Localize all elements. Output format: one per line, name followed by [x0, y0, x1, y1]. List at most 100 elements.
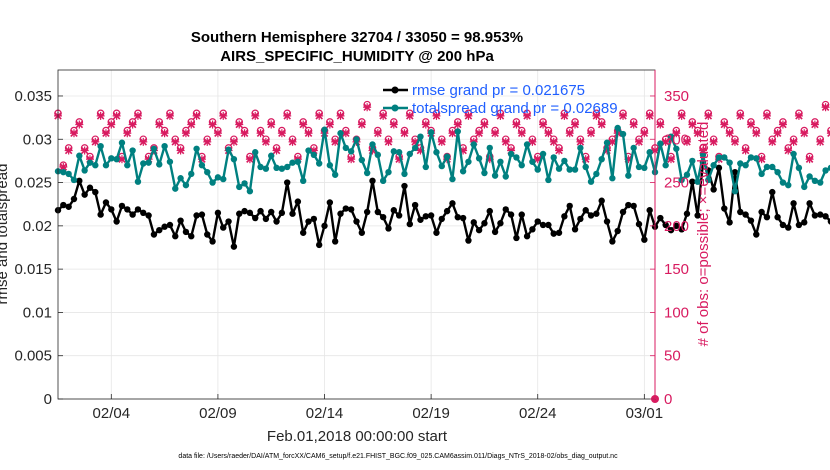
obs-evaluated-marker	[64, 146, 73, 155]
rmse-point	[422, 213, 429, 220]
obs-evaluated-marker	[682, 137, 691, 146]
obs-evaluated-marker	[640, 129, 649, 138]
footer-data-file: data file: /Users/raeder/DAI/ATM_forcXX/…	[178, 453, 618, 460]
rmse-point	[475, 226, 483, 234]
rmse-point	[449, 200, 456, 207]
rmse-point	[379, 213, 387, 221]
rmse-point	[470, 219, 477, 226]
totalspread-point	[150, 145, 158, 152]
obs-evaluated-marker	[677, 111, 686, 120]
rmse-point	[507, 211, 515, 218]
totalspread-point	[545, 176, 552, 184]
rmse-point	[545, 221, 552, 229]
totalspread-point	[731, 188, 739, 195]
rmse-point	[353, 218, 360, 225]
rmse-point	[694, 212, 701, 219]
rmse-point	[299, 229, 307, 236]
obs-evaluated-marker	[325, 120, 334, 129]
totalspread-point	[337, 130, 344, 137]
obs-evaluated-marker	[357, 120, 366, 129]
totalspread-point	[220, 175, 227, 183]
rmse-point	[129, 211, 136, 218]
totalspread-point	[262, 165, 270, 172]
totalspread-point	[614, 124, 621, 132]
obs-evaluated-marker	[235, 120, 244, 129]
rmse-point	[513, 234, 520, 242]
rmse-point	[369, 177, 376, 185]
totalspread-point	[481, 169, 488, 177]
y-right-tick-label: 350	[664, 88, 689, 105]
obs-evaluated-marker	[757, 155, 766, 164]
totalspread-point	[140, 160, 147, 167]
y-left-tick-label: 0.035	[14, 88, 52, 105]
obs-evaluated-marker	[331, 137, 340, 146]
obs-evaluated-marker	[773, 129, 782, 138]
obs-evaluated-marker	[379, 111, 388, 120]
rmse-point	[657, 214, 664, 222]
totalspread-point	[497, 158, 504, 165]
totalspread-point	[252, 149, 259, 156]
rmse-point	[742, 211, 749, 218]
totalspread-point	[60, 168, 67, 176]
totalspread-point	[406, 150, 414, 158]
obs-evaluated-marker	[800, 129, 809, 138]
rmse-point	[662, 221, 669, 229]
totalspread-point	[721, 154, 728, 161]
rmse-point	[374, 208, 382, 216]
rmse-point	[486, 207, 493, 215]
totalspread-point	[65, 170, 72, 178]
rmse-point	[337, 210, 344, 217]
totalspread-point	[438, 162, 445, 170]
rmse-point	[220, 224, 227, 231]
rmse-point	[523, 233, 531, 240]
totalspread-point	[321, 126, 328, 133]
x-tick-label: 02/24	[519, 405, 557, 422]
rmse-point	[310, 215, 318, 223]
rmse-point	[113, 218, 120, 225]
totalspread-point	[694, 178, 701, 185]
totalspread-point	[209, 179, 216, 186]
obs-evaluated-marker	[736, 111, 745, 120]
obs-evaluated-marker	[133, 111, 142, 120]
totalspread-point	[827, 164, 830, 171]
obs-evaluated-marker	[165, 111, 174, 120]
legend: rmse grand pr = 0.021675 totalspread gra…	[383, 82, 618, 117]
rmse-point	[209, 238, 216, 245]
obs-evaluated-marker	[768, 137, 777, 146]
rmse-point	[268, 208, 275, 216]
y-left-tick-label: 0	[44, 391, 52, 408]
obs-evaluated-marker	[101, 129, 110, 138]
totalspread-point	[81, 167, 88, 174]
totalspread-point	[315, 160, 323, 167]
totalspread-point	[230, 155, 238, 163]
obs-evaluated-marker	[501, 137, 510, 146]
chart-title-line-2: AIRS_SPECIFIC_HUMIDITY @ 200 hPa	[220, 48, 494, 65]
rmse-point	[427, 212, 435, 219]
obs-evaluated-marker	[741, 146, 750, 155]
rmse-point	[731, 168, 739, 176]
totalspread-point	[817, 179, 824, 186]
obs-evaluated-marker	[187, 120, 196, 129]
rmse-point	[294, 198, 302, 205]
obs-evaluated-marker	[192, 111, 201, 120]
obs-evaluated-marker	[629, 120, 638, 129]
rmse-point	[593, 210, 600, 217]
totalspread-point	[465, 158, 472, 165]
rmse-point	[539, 221, 547, 229]
totalspread-point	[257, 163, 264, 171]
totalspread-point	[443, 153, 451, 160]
totalspread-point	[454, 128, 461, 135]
rmse-point	[619, 208, 627, 216]
rmse-point	[753, 231, 760, 238]
rmse-point	[801, 219, 808, 226]
obs-evaluated-marker	[208, 120, 217, 129]
rmse-point	[252, 214, 259, 222]
obs-evaluated-marker	[80, 146, 89, 155]
obs-evaluated-marker	[421, 120, 430, 129]
obs-evaluated-marker	[139, 137, 148, 146]
rmse-point	[342, 205, 350, 212]
obs-evaluated-marker	[283, 111, 292, 120]
obs-evaluated-marker	[373, 129, 382, 138]
rmse-point	[230, 243, 238, 250]
obs-evaluated-marker	[816, 137, 825, 146]
